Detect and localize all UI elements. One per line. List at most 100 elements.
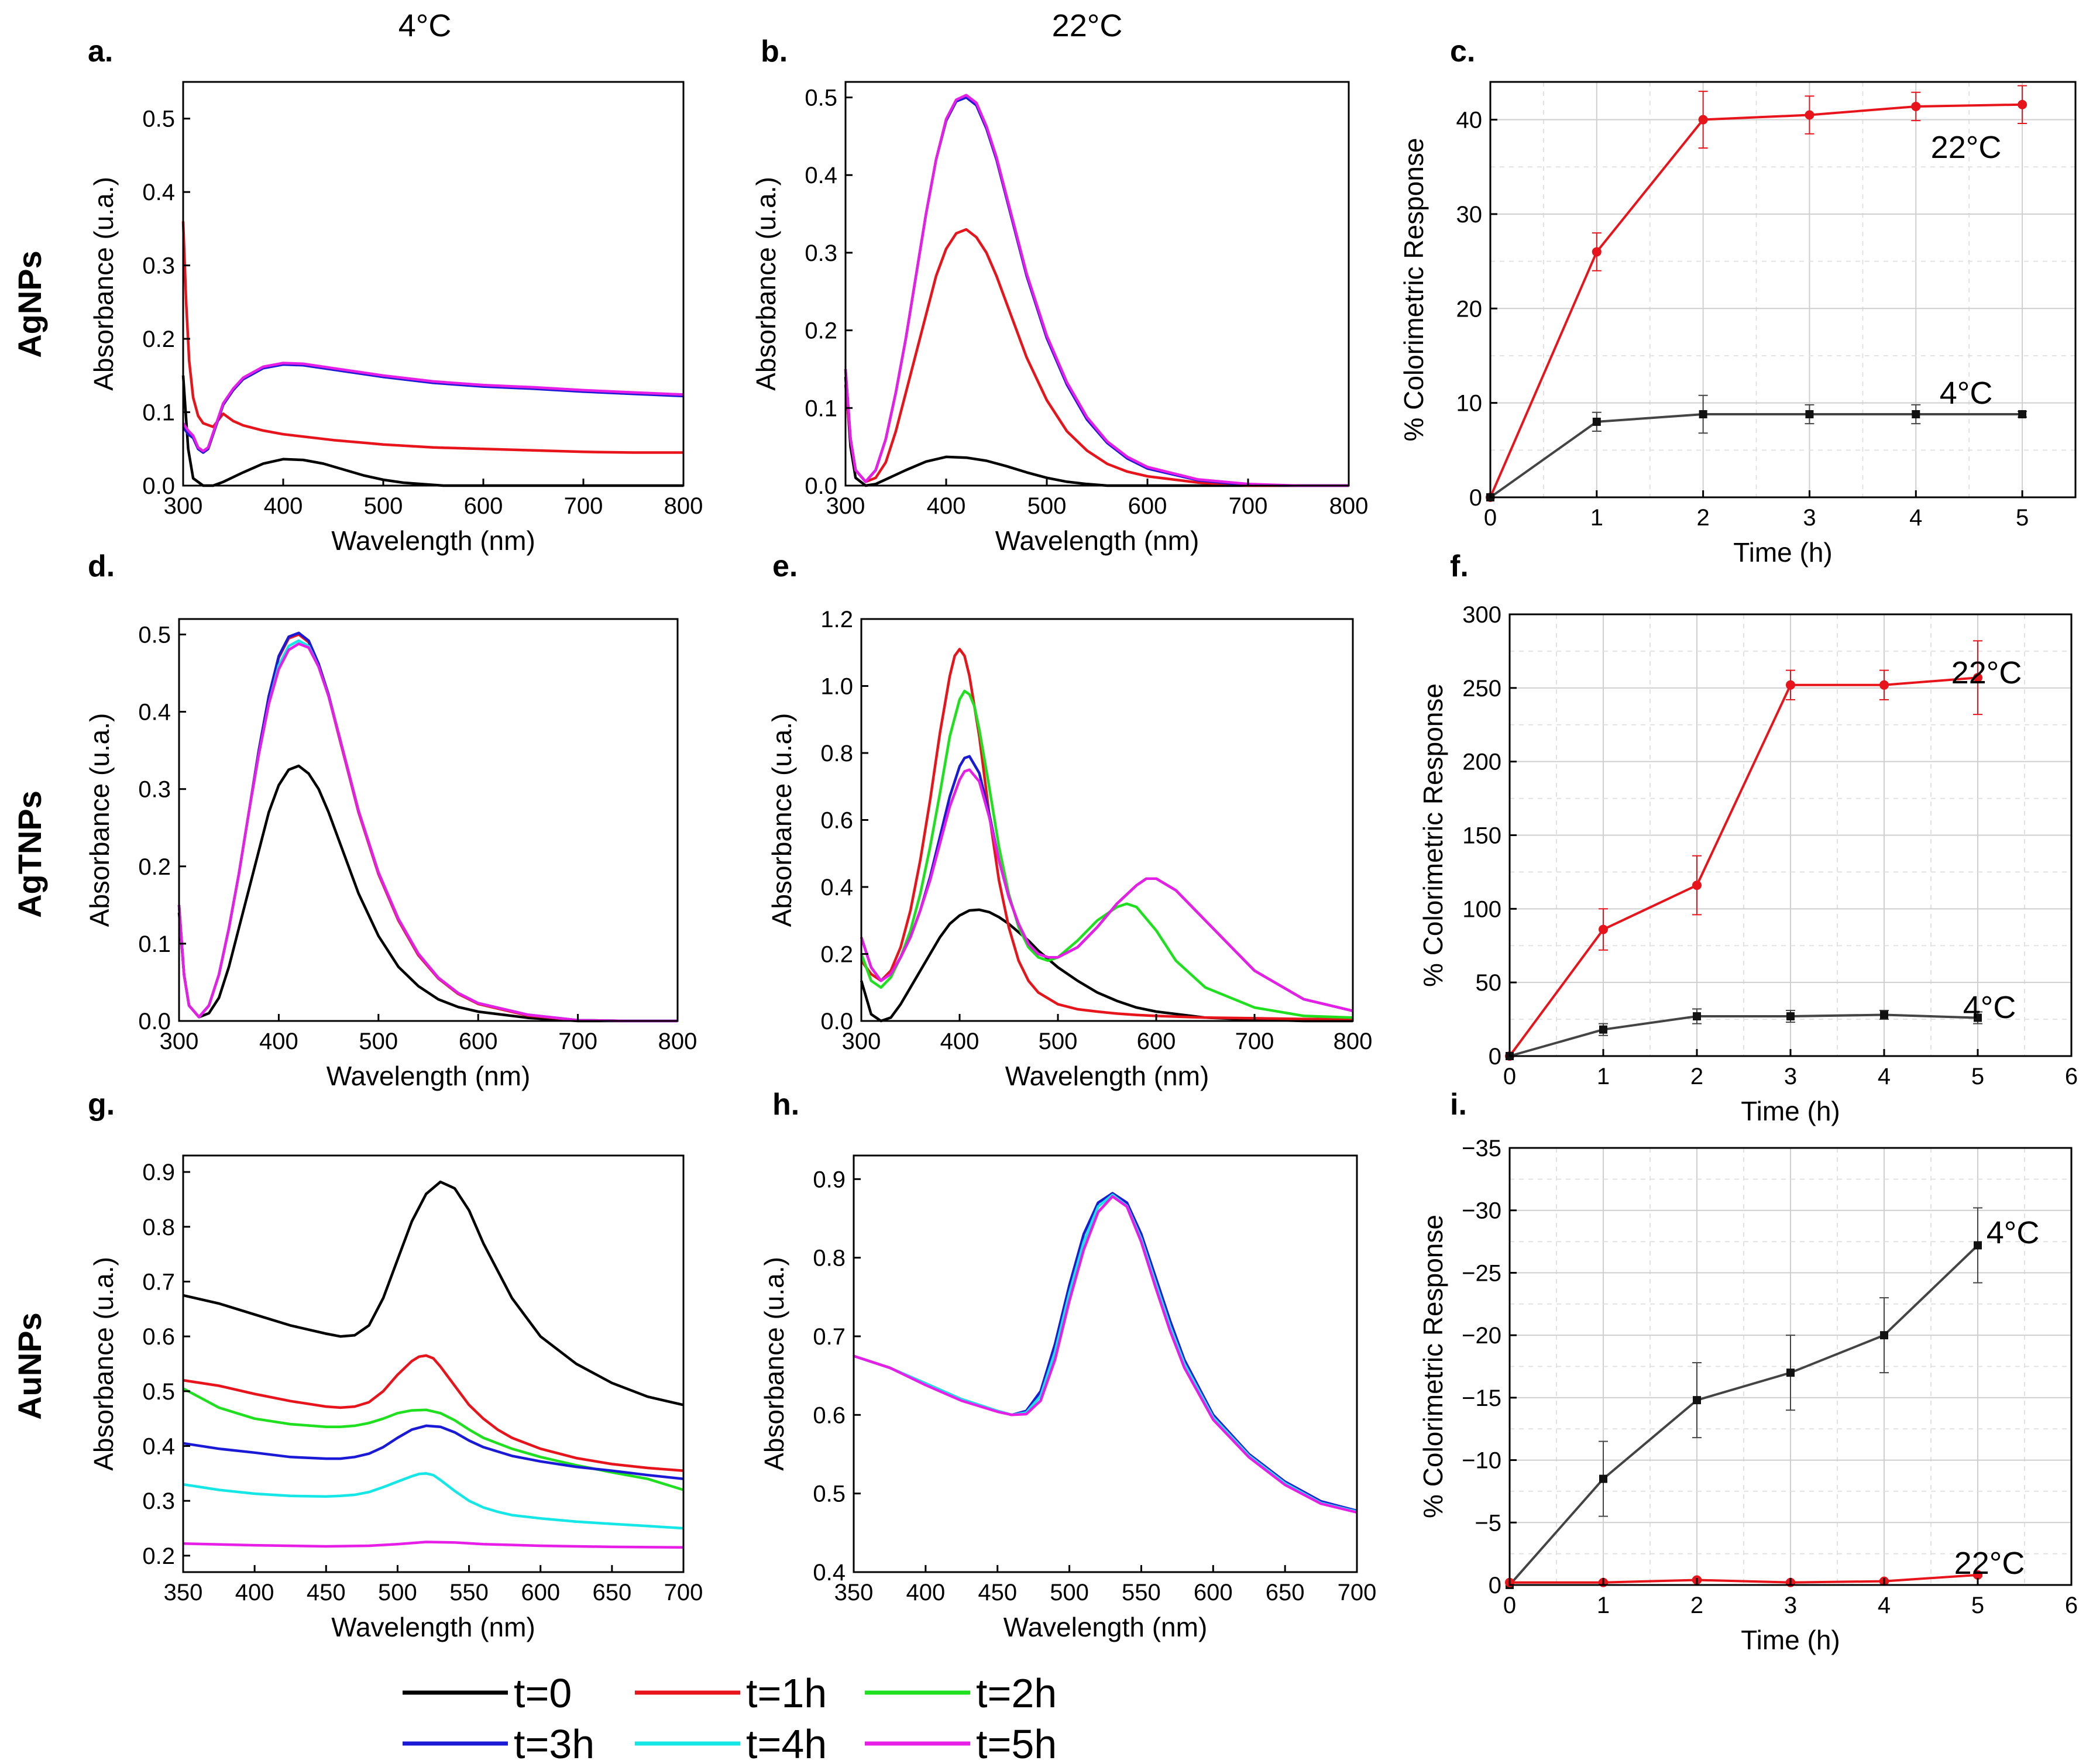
series-line-t5h (853, 1195, 1358, 1514)
y-tick-label: −15 (1462, 1385, 1501, 1411)
series-line-t5h (183, 1541, 684, 1549)
y-tick-label: 0.4 (142, 180, 175, 205)
series-line-22C (1510, 1573, 1978, 1584)
x-tick-label: 650 (1266, 1580, 1305, 1605)
y-tick-label: 200 (1462, 749, 1501, 775)
series-line-4C (1489, 413, 2023, 498)
data-point (1692, 881, 1702, 890)
data-point (1805, 410, 1814, 418)
panel-f-xlabel: Time (h) (1741, 1096, 1840, 1126)
x-tick-label: 450 (307, 1580, 346, 1605)
legend-label-t0: t=0 (514, 1670, 572, 1716)
legend-label-t1h: t=1h (746, 1670, 827, 1716)
data-point (1698, 115, 1708, 125)
y-tick-label: 0.6 (142, 1324, 175, 1350)
x-tick-label: 2 (1690, 1593, 1703, 1618)
y-tick-label: 0.5 (142, 106, 175, 132)
data-point (1592, 247, 1602, 257)
y-tick-label: 0.5 (805, 85, 837, 111)
x-tick-label: 0 (1484, 505, 1497, 531)
y-tick-label: 150 (1462, 823, 1501, 849)
y-tick-label: 0.5 (142, 1379, 175, 1405)
y-tick-label: 0.8 (142, 1215, 175, 1240)
panel-i-xlabel: Time (h) (1741, 1625, 1840, 1655)
series-line-t0 (177, 764, 678, 1023)
panel-g-ticks: 350 400 450 500 550 600 650 700 0.2 0.3 0.4 0.5 0.6 0… (142, 1160, 703, 1605)
x-tick-label: 600 (1137, 1029, 1176, 1054)
x-tick-label: 600 (1194, 1580, 1233, 1605)
panel-h-ylabel: Absorbance (u.a.) (759, 1257, 789, 1471)
panel-d-series (177, 631, 678, 1023)
x-tick-label: 800 (658, 1029, 697, 1054)
x-tick-label: 3 (1784, 1593, 1797, 1618)
panel-b: b. 300 400 500 600 700 800 0.0 0.1 0.2 0.3 0.4 0.5 Wa… (751, 35, 1368, 556)
panel-e-ylabel: Absorbance (u.a.) (767, 713, 797, 927)
x-tick-label: 500 (1027, 493, 1067, 519)
panel-f: f. 0 1 2 3 4 5 6 0 50 100 150 200 250 300 Time (h) % Col… (1418, 549, 2078, 1126)
y-tick-label: 10 (1456, 391, 1483, 417)
x-tick-label: 300 (826, 493, 865, 519)
panel-f-ylabel: % Colorimetric Response (1418, 683, 1448, 987)
panel-d-letter: d. (88, 549, 115, 583)
panel-c-letter: c. (1450, 35, 1475, 68)
data-point (1599, 924, 1608, 934)
panel-b-ticks: 300 400 500 600 700 800 0.0 0.1 0.2 0.3 0.4 0.5 (805, 85, 1368, 519)
series-line-t3h (177, 631, 678, 1023)
panel-g-frame (182, 1154, 685, 1573)
series-line-t3h (183, 1424, 684, 1480)
panel-e-series (860, 648, 1353, 1023)
y-tick-label: 0.0 (138, 1009, 171, 1034)
legend-label-t3h: t=3h (514, 1721, 594, 1764)
series-line-t2h (860, 689, 1353, 1019)
y-tick-label: 0.6 (820, 808, 853, 834)
y-tick-label: 0.4 (820, 875, 853, 900)
series-line-t1h (860, 648, 1353, 1021)
y-tick-label: 0.3 (138, 777, 171, 803)
legend-label-t2h: t=2h (976, 1670, 1057, 1716)
series-line-t4h (853, 1193, 1358, 1513)
x-tick-label: 550 (1122, 1580, 1161, 1605)
panel-a-xlabel: Wavelength (nm) (331, 525, 535, 556)
x-tick-label: 1 (1597, 1593, 1610, 1618)
y-tick-label: −20 (1462, 1323, 1501, 1349)
series-line-t2h (182, 1387, 684, 1491)
x-tick-label: 700 (1235, 1029, 1274, 1054)
y-tick-label: 0.6 (813, 1402, 846, 1428)
x-tick-label: 4 (1878, 1064, 1891, 1089)
panel-h-ticks: 350 400 450 500 550 600 650 700 0.4 0.5 0.6 0.7 0.8 0… (813, 1167, 1376, 1605)
panel-c-ticks: 0 1 2 3 4 5 0 10 20 30 40 (1456, 108, 2029, 531)
x-tick-label: 0 (1503, 1593, 1516, 1618)
panel-c: c. 0 1 2 3 4 5 0 10 20 30 40 Time (h) % Colorimetric … (1398, 35, 2077, 568)
series-line-22C (1489, 103, 2023, 498)
x-tick-label: 500 (1050, 1580, 1089, 1605)
data-point (1805, 110, 1814, 120)
x-tick-label: 700 (664, 1580, 703, 1605)
x-tick-label: 550 (449, 1580, 489, 1605)
x-tick-label: 400 (259, 1029, 298, 1054)
x-tick-label: 5 (1971, 1593, 1984, 1618)
x-tick-label: 5 (1971, 1064, 1984, 1089)
x-tick-label: 600 (464, 493, 503, 519)
x-tick-label: 800 (1334, 1029, 1373, 1054)
panel-b-xlabel: Wavelength (nm) (995, 525, 1200, 556)
x-tick-label: 400 (927, 493, 966, 519)
series-line-t3h (182, 363, 684, 454)
y-tick-label: 0.1 (805, 396, 837, 421)
row-label-agnps: AgNPs (11, 250, 48, 358)
data-point (1599, 1025, 1607, 1034)
panel-i-ticks: 0 1 2 3 4 5 6 0 −5 −10 −15 −20 −25 −30 −35 (1462, 1136, 2078, 1618)
panel-a: a. 300 400 500 600 700 800 0.0 0.1 0.2 0.3 0.4 0.5 Wa… (88, 35, 703, 556)
series-line-t0 (860, 908, 1353, 1023)
data-point (2018, 410, 2027, 418)
panel-g-letter: g. (88, 1088, 115, 1122)
x-tick-label: 1 (1597, 1064, 1610, 1089)
y-tick-label: 0.4 (142, 1434, 175, 1460)
y-tick-label: 0.1 (142, 400, 175, 426)
data-point (1880, 1331, 1888, 1340)
x-tick-label: 600 (521, 1580, 560, 1605)
panel-b-letter: b. (761, 35, 788, 68)
y-tick-label: 0.3 (142, 253, 175, 279)
data-point (1693, 1012, 1701, 1021)
annotation-4C: 4°C (1963, 990, 2016, 1025)
x-tick-label: 800 (664, 493, 703, 519)
